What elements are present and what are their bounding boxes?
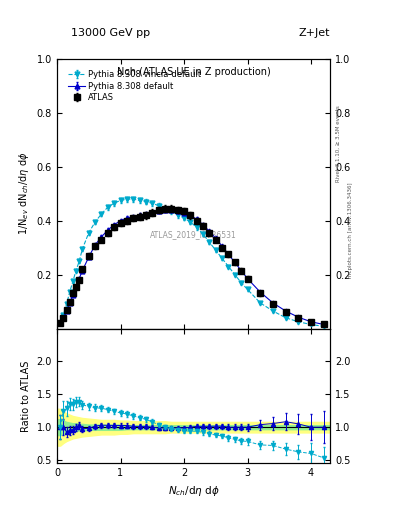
Y-axis label: Ratio to ATLAS: Ratio to ATLAS [21, 360, 31, 432]
Text: Nch (ATLAS UE in Z production): Nch (ATLAS UE in Z production) [117, 67, 270, 77]
Text: ATLAS_2019_I1736531: ATLAS_2019_I1736531 [150, 230, 237, 239]
Text: mcplots.cern.ch [arXiv:1306.3436]: mcplots.cern.ch [arXiv:1306.3436] [348, 183, 353, 278]
Text: Z+Jet: Z+Jet [299, 28, 330, 38]
Text: 13000 GeV pp: 13000 GeV pp [71, 28, 150, 38]
X-axis label: $N_{ch}$/d$\eta$ d$\phi$: $N_{ch}$/d$\eta$ d$\phi$ [168, 484, 219, 498]
Legend: Pythia 8.308 vincia-default, Pythia 8.308 default, ATLAS: Pythia 8.308 vincia-default, Pythia 8.30… [67, 69, 203, 104]
Text: Rivet 3.1.10, ≥ 3.5M events: Rivet 3.1.10, ≥ 3.5M events [336, 105, 341, 182]
Y-axis label: 1/N$_{ev}$ dN$_{ch}$/d$\eta$ d$\phi$: 1/N$_{ev}$ dN$_{ch}$/d$\eta$ d$\phi$ [17, 152, 31, 236]
